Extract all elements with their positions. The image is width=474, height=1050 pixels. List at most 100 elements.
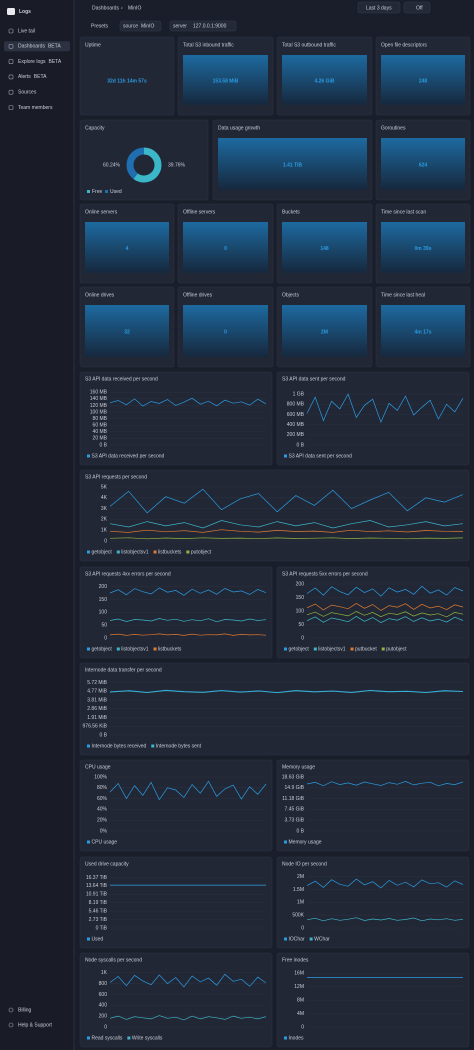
chart-title: S3 API requests 5xx errors per second bbox=[282, 571, 368, 577]
y-tick-label: 3.73 GiB bbox=[285, 818, 305, 824]
legend-swatch bbox=[87, 454, 90, 458]
nav-item[interactable]: Dashboards bbox=[18, 44, 45, 50]
presets[interactable]: Presets bbox=[91, 23, 108, 29]
stat-title: Time since last heal bbox=[381, 292, 425, 298]
refresh-btn[interactable] bbox=[403, 1, 431, 14]
donut-slice bbox=[126, 147, 162, 183]
nav-icon bbox=[8, 74, 14, 80]
y-tick-label: 976.56 KiB bbox=[83, 724, 108, 730]
stat-value: 148 bbox=[320, 246, 329, 252]
y-tick-label: 20 MB bbox=[93, 436, 108, 442]
nav-item[interactable]: Sources bbox=[18, 90, 37, 96]
legend-swatch bbox=[87, 647, 90, 651]
legend-label: getobject bbox=[92, 549, 113, 555]
y-tick-label: 80 MB bbox=[93, 416, 108, 422]
legend-swatch bbox=[87, 190, 90, 193]
y-tick-label: 0 B bbox=[99, 732, 107, 738]
y-tick-label: 800 MB bbox=[287, 402, 305, 408]
y-tick-label: 150 bbox=[99, 597, 108, 603]
series-line bbox=[109, 488, 464, 514]
chart-title: S3 API requests 4xx errors per second bbox=[85, 571, 171, 577]
series-line bbox=[109, 618, 267, 623]
stat-spark bbox=[218, 138, 367, 190]
series-line bbox=[109, 537, 464, 540]
series-line bbox=[109, 587, 267, 596]
stat-spark bbox=[183, 222, 268, 273]
breadcrumb-sep: › bbox=[121, 5, 123, 11]
panel bbox=[79, 119, 209, 201]
y-tick-label: 2M bbox=[297, 874, 304, 880]
nav-item[interactable]: Live tail bbox=[18, 28, 35, 34]
legend-swatch bbox=[127, 1036, 131, 1040]
panel bbox=[79, 36, 175, 116]
legend-swatch bbox=[153, 550, 157, 554]
footer-item[interactable]: Billing bbox=[18, 1007, 32, 1013]
legend-label: listobjectsv1 bbox=[121, 646, 148, 652]
chart-title: Memory usage bbox=[282, 764, 315, 770]
y-tick-label: 2.86 MiB bbox=[87, 706, 107, 712]
y-tick-label: 5.72 MiB bbox=[87, 680, 107, 686]
filter-chip[interactable] bbox=[119, 20, 162, 32]
footer-item[interactable]: Help & Support bbox=[18, 1022, 53, 1028]
legend-swatch bbox=[186, 550, 190, 554]
legend-label: putobject bbox=[191, 549, 212, 555]
stat-spark bbox=[381, 305, 465, 357]
series-line bbox=[109, 633, 267, 636]
panel bbox=[79, 759, 273, 852]
series-line bbox=[109, 1015, 267, 1021]
panel bbox=[79, 952, 273, 1048]
legend-swatch bbox=[284, 454, 287, 458]
legend-swatch bbox=[116, 550, 120, 554]
legend-swatch bbox=[309, 937, 313, 941]
stat-value: 0 bbox=[224, 329, 227, 335]
nav-item[interactable]: Alerts bbox=[18, 74, 31, 80]
legend-swatch bbox=[116, 647, 120, 651]
nav-item[interactable]: Explore logs bbox=[18, 59, 46, 65]
chart-title: S3 API data received per second bbox=[85, 376, 158, 382]
stat-value: 4m 17s bbox=[415, 329, 432, 335]
nav-icon bbox=[8, 28, 14, 34]
series-line bbox=[306, 393, 464, 424]
legend-label: listbuckets bbox=[158, 646, 182, 652]
stat-value: 248 bbox=[419, 78, 428, 84]
refresh[interactable]: Off bbox=[416, 5, 423, 11]
time-range-btn[interactable] bbox=[357, 1, 401, 14]
y-tick-label: 120 MB bbox=[90, 403, 108, 409]
stat-spark bbox=[85, 305, 169, 357]
y-tick-label: 0% bbox=[100, 828, 108, 834]
stat-spark bbox=[282, 222, 367, 273]
filter-chip[interactable] bbox=[169, 20, 237, 32]
y-tick-label: 12M bbox=[294, 984, 304, 990]
legend-swatch bbox=[284, 647, 287, 651]
y-tick-label: 5.46 TiB bbox=[89, 908, 108, 914]
stat-spark bbox=[381, 222, 465, 273]
stat-value: 0 bbox=[224, 246, 227, 252]
y-tick-label: 60 MB bbox=[93, 423, 108, 429]
nav-item[interactable]: Team members bbox=[18, 105, 53, 111]
y-tick-label: 0 bbox=[104, 1024, 107, 1030]
y-tick-label: 100 MB bbox=[90, 409, 108, 415]
time-range[interactable]: Last 3 days bbox=[366, 5, 392, 11]
y-tick-label: 100% bbox=[94, 774, 107, 780]
legend-label: Read syscalls bbox=[92, 1035, 123, 1041]
legend-label: CPU usage bbox=[92, 839, 118, 845]
y-tick-label: 3K bbox=[101, 506, 108, 512]
y-tick-label: 200 bbox=[296, 581, 305, 587]
y-tick-label: 1 GB bbox=[293, 391, 305, 397]
series-line bbox=[109, 689, 464, 693]
breadcrumb[interactable]: Dashboards bbox=[92, 5, 119, 11]
y-tick-label: 0 TiB bbox=[96, 925, 108, 931]
y-tick-label: 600 bbox=[99, 992, 108, 998]
y-tick-label: 1K bbox=[101, 528, 108, 534]
legend-swatch bbox=[284, 937, 287, 941]
stat-value: 32 bbox=[124, 329, 130, 335]
y-tick-label: 600 MB bbox=[287, 412, 305, 418]
breadcrumb-current: MinIO bbox=[128, 5, 141, 11]
nav-icon bbox=[8, 105, 14, 110]
panel bbox=[79, 469, 470, 562]
nav-icon bbox=[8, 43, 14, 49]
y-tick-label: 80% bbox=[97, 785, 108, 791]
brand: Logs bbox=[19, 9, 31, 15]
y-tick-label: 140 MB bbox=[90, 396, 108, 402]
